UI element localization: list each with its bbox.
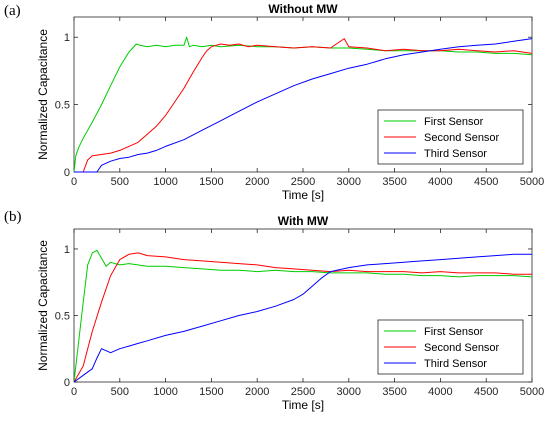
chart2-series-line-1 (73, 249, 533, 383)
chart2-x-tick-label: 3000 (337, 386, 361, 398)
chart1-x-tick-label: 1500 (199, 176, 223, 188)
chart2-legend-label-1: First Sensor (424, 326, 484, 338)
chart2-x-tick-label: 1000 (153, 386, 177, 398)
chart1-legend-box (377, 109, 524, 165)
chart1-x-tick-label: 2000 (245, 176, 269, 188)
chart1-x-tick-label: 2500 (291, 176, 315, 188)
chart1-x-tick-label: 5000 (520, 176, 544, 188)
chart1-x-tick-label: 500 (111, 176, 129, 188)
chart1-y-axis-label: Normalized Capacitance (36, 29, 50, 160)
chart1-series-line-3 (74, 38, 533, 173)
chart2-x-tick-label: 500 (111, 386, 129, 398)
chart1-title: Without MW (268, 2, 338, 16)
chart2-x-tick-label: 5000 (520, 386, 544, 398)
chart2-x-tick-label: 4000 (428, 386, 452, 398)
chart2-legend-label-3: Third Sensor (424, 358, 487, 370)
chart1-x-tick-label: 3000 (337, 176, 361, 188)
chart2-series-line-3 (73, 253, 532, 383)
chart1-legend-label-1: First Sensor (424, 116, 484, 128)
chart1-legend-label-2: Second Sensor (424, 132, 500, 144)
chart2-x-tick-label: 1500 (199, 386, 223, 398)
chart1-x-tick-label: 0 (71, 176, 77, 188)
chart2-x-tick-label: 0 (71, 386, 77, 398)
chart2-legend-label-2: Second Sensor (424, 342, 500, 354)
chart2-x-tick-label: 4500 (474, 386, 498, 398)
chart2-y-tick-label: 0 (64, 377, 70, 389)
chart1-x-tick-label: 4000 (428, 176, 452, 188)
chart1-legend-label-3: Third Sensor (424, 148, 487, 160)
panel-label-a: (a) (4, 3, 21, 19)
panel-label-b: (b) (4, 209, 22, 225)
chart2-y-tick-label: 1 (64, 244, 70, 256)
chart1-y-tick-label: 1 (64, 32, 70, 44)
chart1-y-tick-label: 0.5 (55, 100, 70, 112)
chart2-x-tick-label: 2000 (245, 386, 269, 398)
chart2-y-tick-label: 0.5 (55, 310, 70, 322)
chart2-x-tick-label: 3500 (382, 386, 406, 398)
chart1-y-tick-label: 0 (64, 167, 70, 179)
chart2-y-axis-label: Normalized Capacitance (36, 240, 50, 371)
chart2-series-line-2 (73, 252, 532, 383)
chart1-x-tick-label: 3500 (382, 176, 406, 188)
chart2-x-axis-label: Time [s] (282, 398, 324, 412)
chart1-x-axis-label: Time [s] (282, 188, 324, 202)
chart1-x-tick-label: 1000 (153, 176, 177, 188)
chart2-title: With MW (278, 214, 329, 228)
chart1-series-line-2 (74, 38, 533, 173)
chart1-x-tick-label: 4500 (474, 176, 498, 188)
chart2-x-tick-label: 2500 (291, 386, 315, 398)
